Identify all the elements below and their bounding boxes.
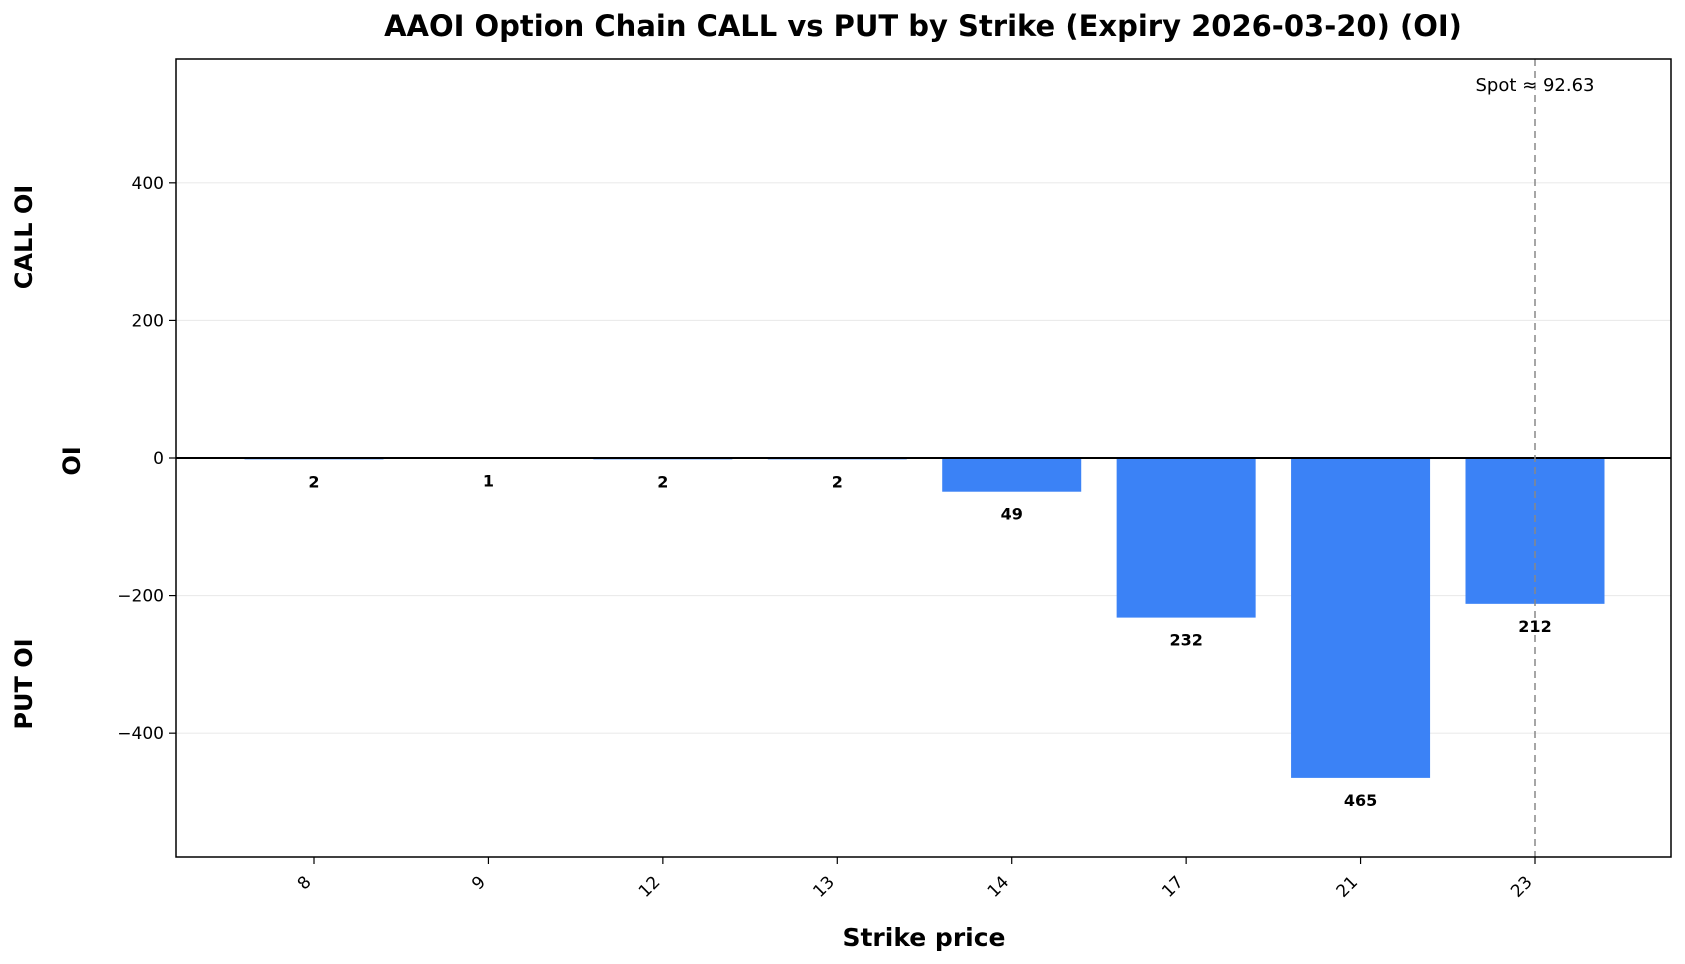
- bars: [244, 458, 1605, 778]
- x-tick-label: 9: [468, 872, 490, 894]
- data-label: 1: [483, 472, 494, 491]
- data-label: 465: [1344, 791, 1377, 810]
- y-tick-label: −400: [117, 724, 164, 744]
- bar: [1291, 458, 1431, 778]
- bar: [942, 458, 1082, 492]
- x-tick-label: 8: [294, 872, 316, 894]
- bar: [1116, 458, 1256, 618]
- x-tick-label: 12: [635, 872, 664, 901]
- data-label: 2: [308, 472, 319, 491]
- data-label: 212: [1518, 617, 1551, 636]
- x-tick-label: 17: [1158, 872, 1187, 901]
- y-tick-label: 200: [132, 311, 164, 331]
- y-axis: 400 200 0 −200 −400: [117, 174, 176, 744]
- spot-label: Spot ≈ 92.63: [1476, 75, 1595, 96]
- chart-title: AAOI Option Chain CALL vs PUT by Strike …: [384, 9, 1462, 43]
- data-label: 2: [832, 472, 843, 491]
- y-axis-label: OI: [58, 446, 86, 475]
- put-oi-label: PUT OI: [10, 638, 38, 729]
- x-axis: 8 9 12 13 14 17 21 23: [294, 857, 1537, 902]
- call-oi-label: CALL OI: [10, 185, 38, 289]
- data-label: 232: [1169, 631, 1202, 650]
- x-axis-label: Strike price: [842, 923, 1005, 952]
- y-tick-label: 400: [132, 174, 164, 194]
- x-tick-label: 21: [1333, 872, 1362, 901]
- y-tick-label: 0: [153, 449, 164, 469]
- x-tick-label: 14: [984, 872, 1013, 901]
- x-tick-label: 23: [1507, 872, 1536, 901]
- data-label: 2: [657, 472, 668, 491]
- data-label: 49: [1001, 505, 1023, 524]
- x-tick-label: 13: [809, 872, 838, 901]
- y-tick-label: −200: [117, 587, 164, 607]
